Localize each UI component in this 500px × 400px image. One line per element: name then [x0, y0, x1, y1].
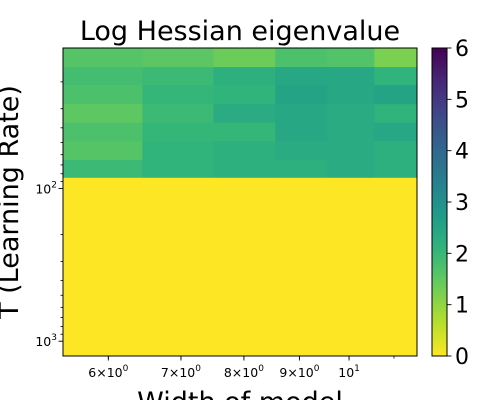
heatmap-cell	[213, 104, 276, 124]
heatmap-cell	[142, 160, 215, 179]
heatmap-cell	[142, 85, 215, 105]
heatmap-cell	[327, 122, 375, 142]
heatmap-cell	[327, 67, 375, 86]
heatmap-cell	[213, 122, 276, 142]
x-axis: 6×100 7×100 8×100 9×100 101	[88, 356, 395, 380]
heatmap-cell	[142, 104, 215, 124]
heatmap-cell	[213, 301, 276, 356]
heatmap-cell	[275, 160, 328, 179]
heatmap-cell	[142, 177, 215, 221]
heatmap-cell	[275, 301, 328, 356]
plot-frame	[62, 47, 418, 357]
heatmap-cell	[374, 160, 417, 179]
heatmap-cell	[275, 85, 328, 105]
heatmap-cell	[374, 261, 417, 303]
y-tick-label: 103	[35, 333, 57, 349]
heatmap-cell	[327, 261, 375, 303]
colorbar-tick-label: 1	[455, 294, 469, 319]
heatmap-cell	[213, 261, 276, 303]
heatmap-cell	[327, 160, 375, 179]
colorbar-tick-label: 5	[455, 88, 469, 113]
heatmap-cell	[374, 67, 417, 86]
y-axis-label: T (Learning Rate)	[0, 85, 25, 320]
colorbar-tick-label: 3	[455, 191, 469, 216]
heatmap-cell	[327, 85, 375, 105]
heatmap-cell	[142, 261, 215, 303]
x-tick-label: 8×100	[224, 364, 264, 380]
x-tick-label: 101	[338, 364, 360, 380]
heatmap-cell	[213, 141, 276, 161]
heatmap-cell	[63, 261, 143, 303]
x-tick-label: 9×100	[279, 364, 319, 380]
heatmap-cell	[374, 141, 417, 161]
x-tick-label: 7×100	[161, 364, 201, 380]
x-tick-label: 6×100	[88, 364, 128, 380]
heatmap-cell	[374, 104, 417, 124]
heatmap-cell	[275, 177, 328, 221]
heatmap-cell	[63, 301, 143, 356]
heatmap-cell	[374, 85, 417, 105]
heatmap-cell	[63, 160, 143, 179]
heatmap-cell	[213, 219, 276, 262]
heatmap-cell	[374, 177, 417, 221]
colorbar-tick-label: 6	[455, 37, 469, 62]
heatmap-cell	[142, 67, 215, 86]
colorbar-tick-label: 0	[455, 345, 469, 370]
heatmap-cell	[142, 219, 215, 262]
heatmap-cell	[374, 301, 417, 356]
heatmap-cell	[275, 122, 328, 142]
heatmap-cell	[275, 141, 328, 161]
chart-title: Log Hessian eigenvalue	[80, 16, 400, 47]
heatmap-cell	[374, 48, 417, 68]
heatmap-cell	[275, 48, 328, 68]
heatmap-cell	[275, 261, 328, 303]
colorbar: 0 1 2 3 4 5 6	[431, 37, 469, 370]
heatmap-cell	[63, 85, 143, 105]
heatmap-cell	[213, 48, 276, 68]
heatmap-cell	[63, 177, 143, 221]
heatmap-cells	[63, 48, 417, 356]
x-axis-label: Width of model	[137, 387, 343, 400]
heatmap-cell	[63, 219, 143, 262]
heatmap-cell	[63, 48, 143, 68]
heatmap-cell	[327, 177, 375, 221]
heatmap-cell	[213, 85, 276, 105]
heatmap-cell	[213, 67, 276, 86]
heatmap-cell	[213, 160, 276, 179]
heatmap-cell	[142, 48, 215, 68]
colorbar-tick-label: 2	[455, 242, 469, 267]
heatmap-cell	[63, 141, 143, 161]
y-tick-label: 102	[35, 181, 57, 197]
heatmap-cell	[63, 67, 143, 86]
heatmap-cell	[63, 122, 143, 142]
heatmap-cell	[327, 48, 375, 68]
heatmap-cell	[374, 122, 417, 142]
heatmap-cell	[327, 141, 375, 161]
heatmap-cell	[142, 122, 215, 142]
heatmap-cell	[327, 104, 375, 124]
heatmap-cell	[275, 104, 328, 124]
heatmap-cell	[142, 301, 215, 356]
heatmap-cell	[327, 301, 375, 356]
y-axis: 102 103	[35, 81, 63, 349]
heatmap-cell	[374, 219, 417, 262]
heatmap-cell	[327, 219, 375, 262]
heatmap-cell	[213, 177, 276, 221]
heatmap-cell	[275, 67, 328, 86]
colorbar-tick-label: 4	[455, 140, 469, 165]
heatmap-cell	[275, 219, 328, 262]
heatmap-cell	[142, 141, 215, 161]
heatmap-cell	[63, 104, 143, 124]
colorbar-gradient	[431, 47, 448, 357]
